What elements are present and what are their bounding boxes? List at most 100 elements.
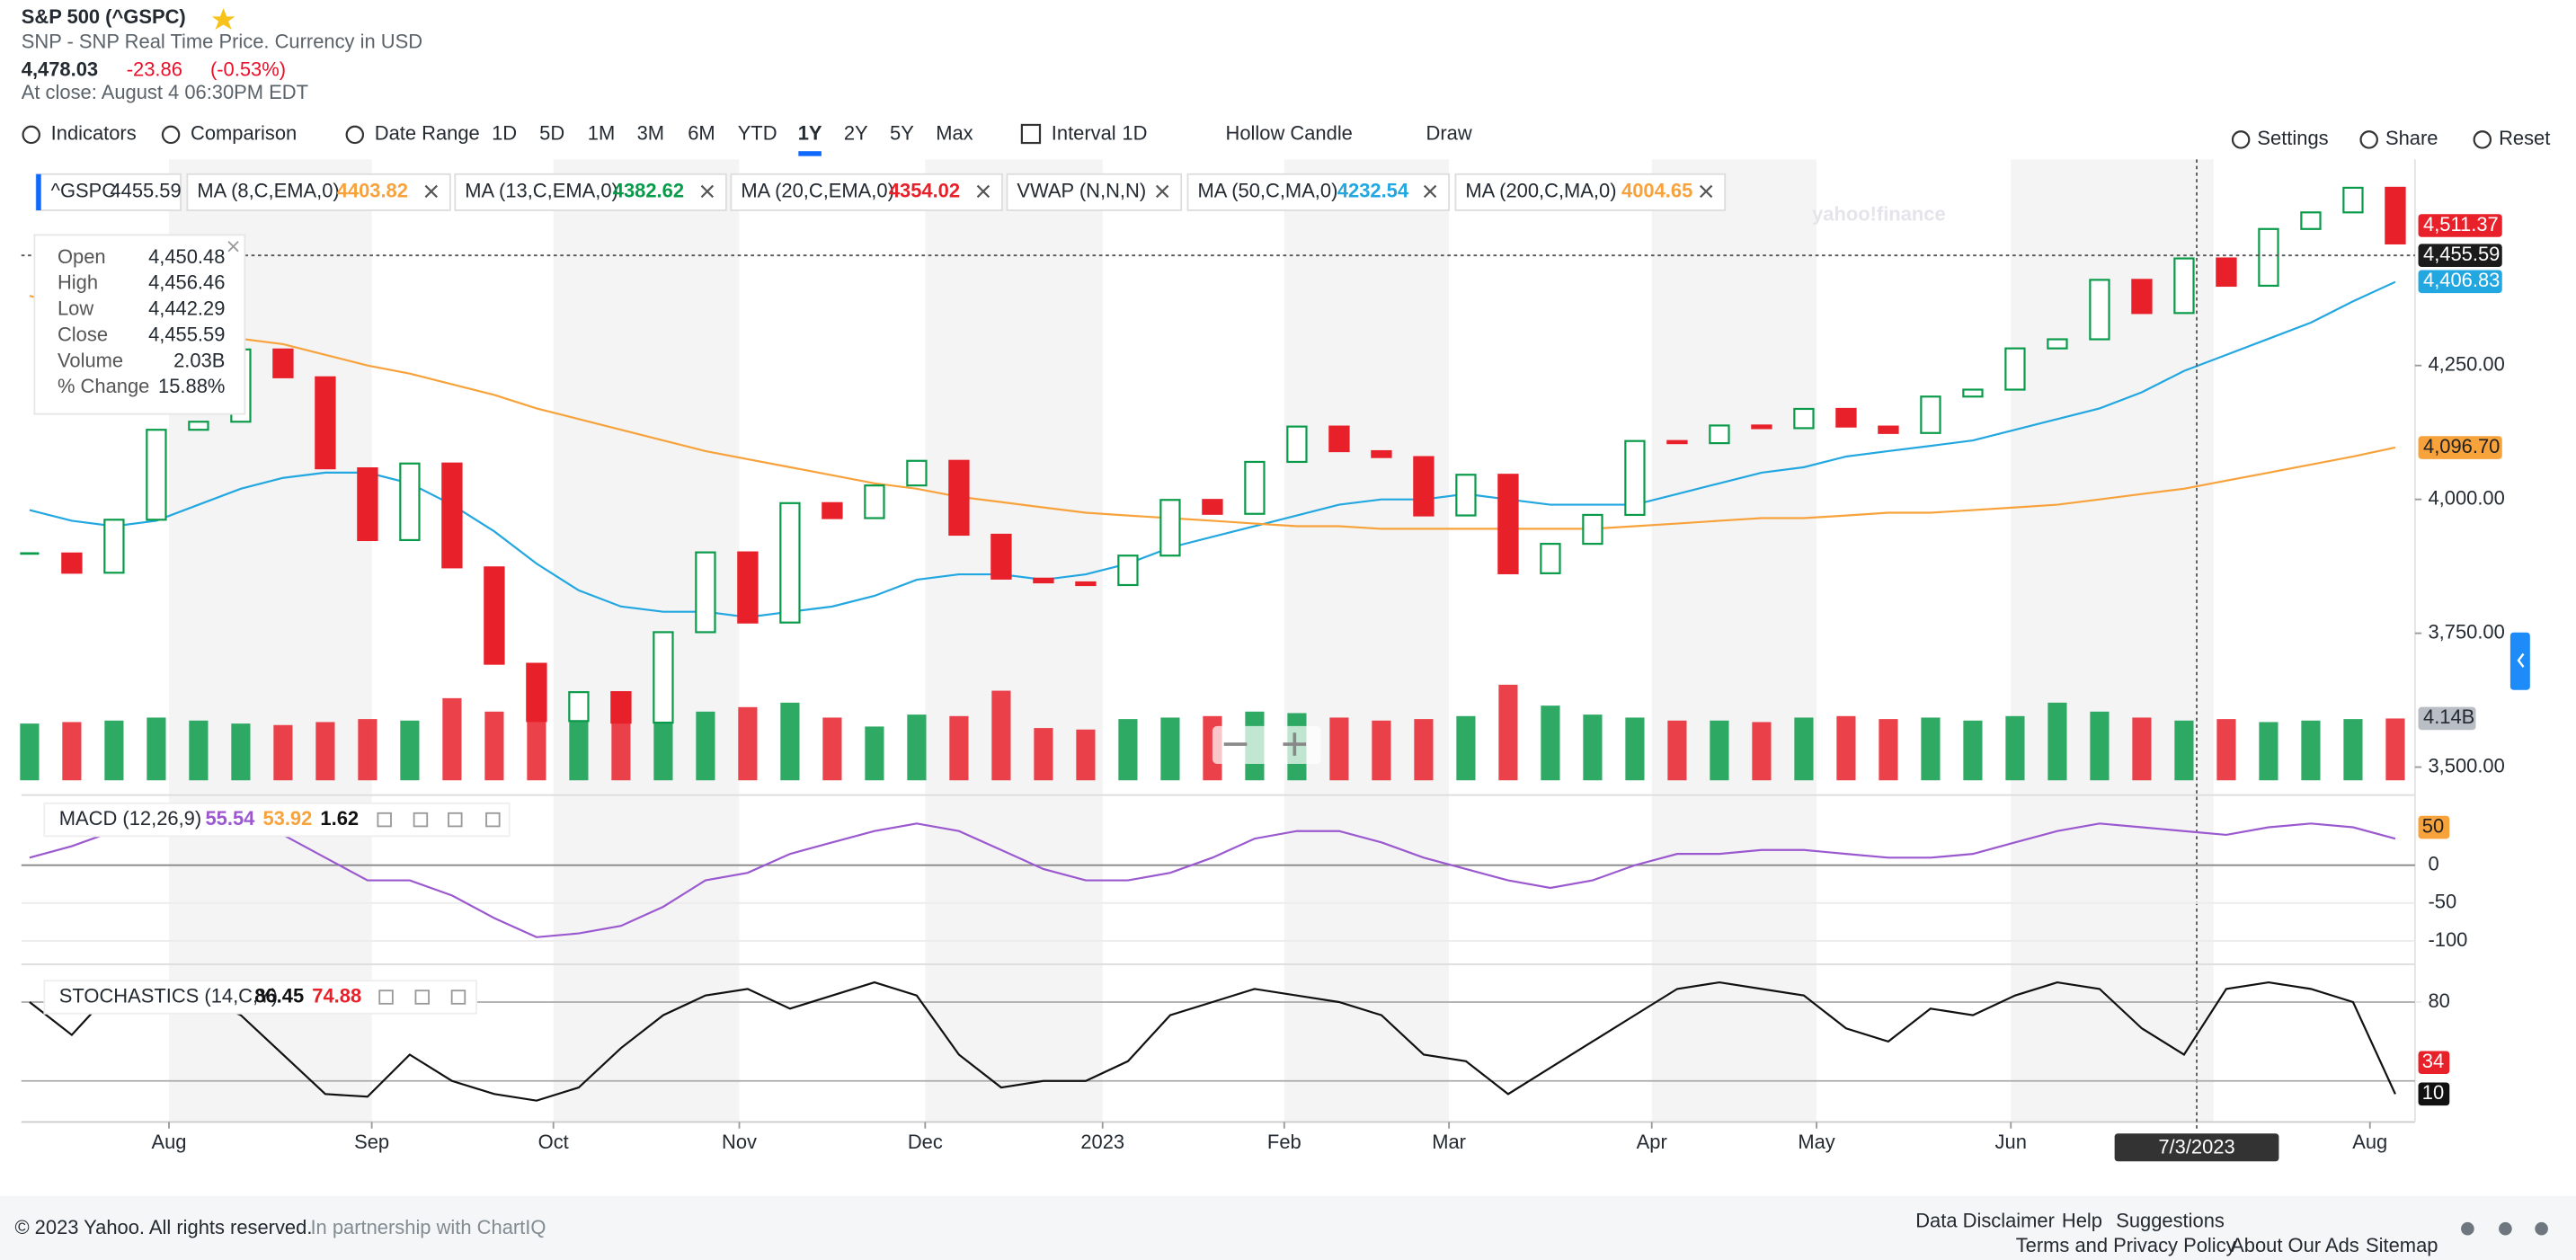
candle (948, 459, 970, 537)
toolbar-button[interactable]: 1D (1122, 122, 1147, 145)
candle (2131, 279, 2153, 315)
chip-close[interactable] (1700, 184, 1713, 199)
month-band (1284, 159, 1450, 1122)
y-tick-label: 4,000.00 (2428, 486, 2504, 509)
legend-chip[interactable] (1186, 173, 1451, 211)
volume-bar (2174, 720, 2194, 781)
price-flag-label: 4,406.83 (2423, 269, 2500, 291)
volume-bar (2047, 702, 2067, 781)
indicator-icon[interactable] (377, 812, 392, 828)
volume-bar (1836, 715, 1856, 781)
indicator-icon[interactable] (414, 989, 430, 1005)
toolbar-button[interactable]: Hollow Candle (1226, 122, 1353, 145)
candle (1540, 543, 1561, 574)
volume-bar (2005, 715, 2025, 781)
candle (2300, 211, 2322, 230)
candle (1582, 513, 1603, 546)
tooltip-value: 2.03B (173, 349, 225, 371)
toolbar-button[interactable]: Interval (1052, 122, 1116, 145)
indicator-icon[interactable] (448, 812, 463, 828)
footer-link[interactable]: Help (2062, 1210, 2102, 1232)
candle (61, 552, 83, 574)
legend-chip[interactable] (1454, 173, 1727, 211)
legend-label: VWAP (N,N,N) (1017, 180, 1146, 202)
range-button[interactable]: 2Y (844, 122, 868, 145)
star-icon[interactable] (211, 8, 235, 30)
ma-line (29, 280, 2396, 618)
legend-value: 4232.54 (1337, 180, 1409, 202)
toolbar-button[interactable]: Reset (2499, 127, 2550, 149)
volume-bar (1963, 720, 1983, 781)
candle (1413, 456, 1435, 517)
range-button[interactable]: 5D (539, 122, 564, 145)
candle (188, 421, 209, 431)
price-flag (2418, 436, 2502, 459)
footer-link[interactable]: Data Disclaimer (1915, 1210, 2055, 1232)
tooltip-value: 4,442.29 (148, 297, 225, 320)
tooltip-close[interactable] (227, 241, 239, 253)
chip-close[interactable] (976, 184, 990, 199)
range-button[interactable]: YTD (738, 122, 777, 145)
candle (2258, 227, 2279, 288)
legend-chip[interactable] (730, 173, 1003, 211)
social-icon[interactable] (2535, 1221, 2548, 1236)
icon[interactable] (345, 125, 365, 145)
indicator-icon[interactable] (485, 812, 501, 828)
x-tick-label: 2023 (1080, 1131, 1124, 1153)
footer-link[interactable]: Sitemap (2366, 1234, 2438, 1256)
icon[interactable] (2473, 130, 2492, 149)
indicator-icon[interactable] (413, 812, 429, 828)
icon[interactable] (2359, 130, 2378, 149)
zoom-in[interactable] (1283, 732, 1307, 756)
range-button[interactable]: 1M (588, 122, 615, 145)
footer-link[interactable]: About Our Ads (2231, 1234, 2359, 1256)
range-button[interactable]: 5Y (890, 122, 914, 145)
background-layer (21, 159, 2416, 1123)
price-flag (2418, 244, 2502, 268)
social-icon[interactable] (2461, 1221, 2474, 1236)
icon[interactable] (2231, 130, 2251, 149)
tooltip-value: 15.88% (158, 375, 225, 397)
range-button[interactable]: Max (936, 122, 973, 145)
chip-close[interactable] (1423, 184, 1437, 199)
icon[interactable] (22, 125, 40, 145)
toolbar-button[interactable]: Indicators (51, 122, 137, 145)
candle (1075, 581, 1097, 587)
tooltip-label: Open (58, 245, 106, 268)
toolbar-button[interactable]: Settings (2257, 127, 2328, 149)
toolbar-button[interactable]: Comparison (191, 122, 297, 145)
legend-chip[interactable] (454, 173, 727, 211)
month-band (1651, 159, 1817, 1122)
legend-chip[interactable] (1006, 173, 1183, 211)
icon[interactable] (161, 125, 181, 145)
icon[interactable] (1020, 123, 1042, 145)
indicator-icon[interactable] (450, 989, 466, 1005)
indicator-icon[interactable] (378, 989, 394, 1005)
volume-bar (62, 722, 82, 781)
title: S&P 500 (^GSPC) (22, 5, 186, 28)
toolbar-button[interactable]: Draw (1426, 122, 1472, 145)
toolbar-button[interactable]: Share (2385, 127, 2438, 149)
volume-bar (1414, 719, 1434, 781)
chip-close[interactable] (424, 184, 438, 199)
volume-bar (358, 719, 378, 781)
legend-chip[interactable] (186, 173, 451, 211)
range-button[interactable]: 3M (637, 122, 664, 145)
x-tick-label: Aug (2352, 1131, 2387, 1153)
candle (441, 462, 463, 569)
footer-link[interactable]: Suggestions (2116, 1210, 2225, 1232)
volume-bar (1329, 717, 1349, 781)
footer-link[interactable]: Terms and Privacy Policy (2016, 1234, 2236, 1256)
volume-bar (2132, 717, 2152, 781)
social-icon[interactable] (2499, 1221, 2512, 1236)
range-button[interactable]: 1D (492, 122, 517, 145)
range-button[interactable]: 1Y (798, 122, 822, 145)
chip-close[interactable] (700, 184, 715, 199)
volume-bar (611, 708, 631, 781)
indicator-flag-label: 50 (2422, 814, 2444, 837)
range-button[interactable]: 6M (688, 122, 715, 145)
candle (737, 551, 759, 624)
indicator-label-box (43, 802, 511, 838)
toolbar-button[interactable]: Date Range (375, 122, 480, 145)
chip-close[interactable] (1156, 184, 1169, 199)
